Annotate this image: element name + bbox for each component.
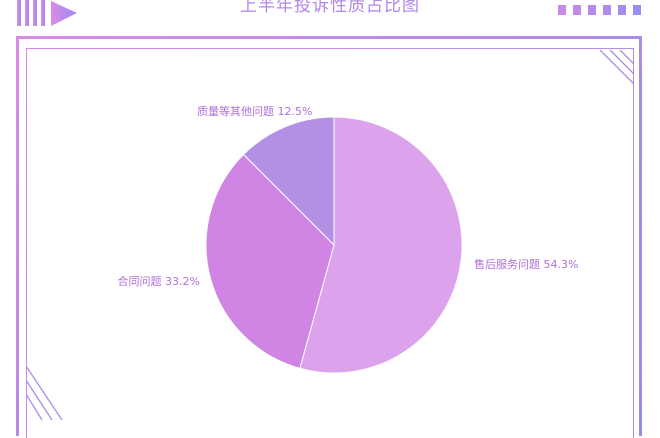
slice-label: 售后服务问题 54.3% [474,257,578,271]
corner-stripes-top-right [599,50,634,85]
deco-bar [25,0,29,26]
deco-square [633,5,641,15]
deco-bar [41,0,45,26]
pie-labels: 售后服务问题 54.3% 合同问题 33.2% 质量等其他问题 12.5% [118,104,579,288]
title-left-decoration [17,0,77,26]
corner-stripes-bottom-left [26,365,63,420]
deco-arrow [51,1,77,26]
deco-square [573,5,581,15]
deco-square [588,5,596,15]
pie-slice [242,116,335,247]
pie-slices [205,116,463,374]
page-title: 上半年投诉性质占比图 [240,0,420,16]
deco-square [603,5,611,15]
pie-slice [205,153,335,369]
slice-label: 合同问题 33.2% [118,274,200,288]
pie-chart: 售后服务问题 54.3% 合同问题 33.2% 质量等其他问题 12.5% [118,104,579,374]
pie-slice [299,116,463,374]
deco-square [558,5,566,15]
title-right-decoration [558,5,641,15]
deco-square [618,5,626,15]
slice-label: 质量等其他问题 12.5% [197,104,312,118]
deco-bar [33,0,37,26]
deco-bar [17,0,21,26]
